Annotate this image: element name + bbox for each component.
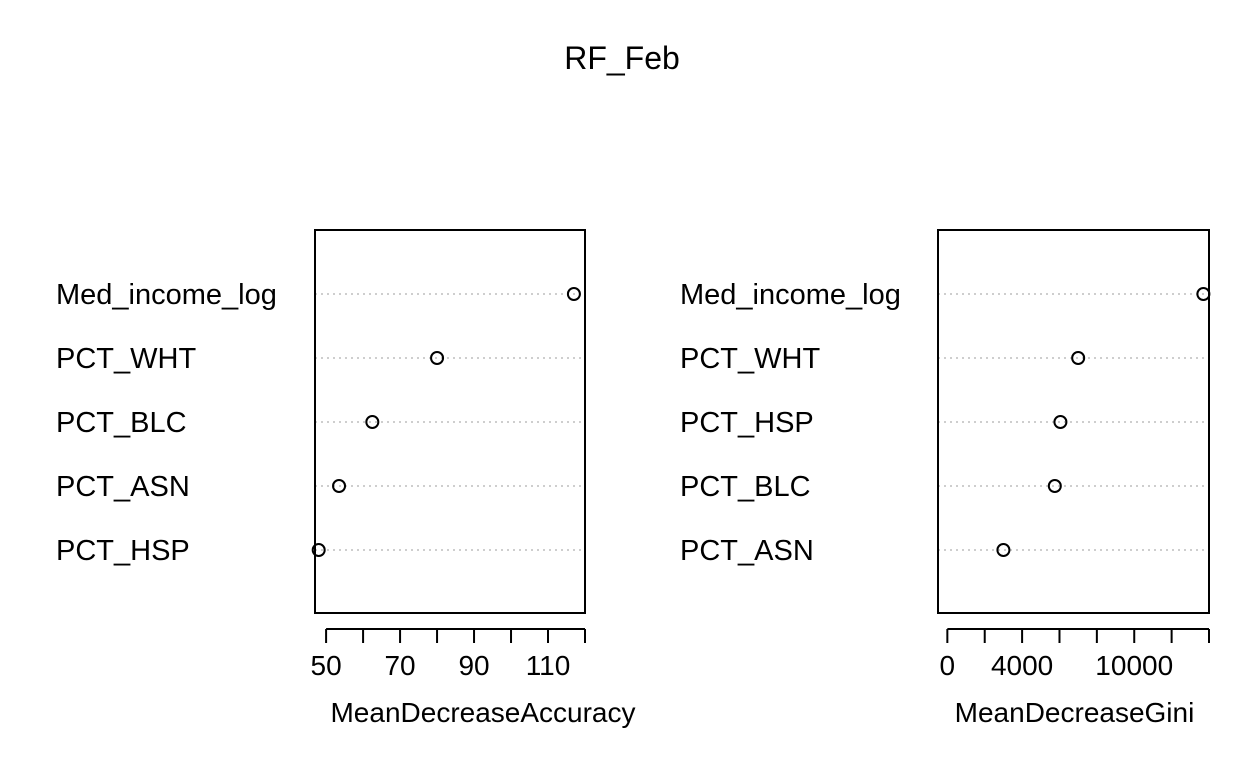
x-tick-label: 110 (526, 650, 571, 681)
category-label: PCT_BLC (56, 407, 187, 439)
x-tick-label: 10000 (1095, 650, 1173, 681)
category-label: PCT_ASN (680, 535, 814, 567)
x-tick-label: 4000 (991, 650, 1053, 681)
chart-title: RF_Feb (564, 40, 680, 76)
panel-2: Med_income_log PCT_WHT PCT_HSP PCT_BLC PCT_A… (680, 229, 1211, 728)
category-label: PCT_BLC (680, 471, 811, 503)
x-tick-label: 0 (940, 650, 956, 681)
panels: Med_income_log PCT_WHT PCT_BLC PCT_ASN PCT_H… (56, 229, 1211, 728)
panel-1: Med_income_log PCT_WHT PCT_BLC PCT_ASN PCT_H… (56, 229, 636, 728)
category-label: PCT_HSP (680, 407, 814, 439)
data-point (332, 479, 347, 493)
data-point (1071, 351, 1086, 365)
x-tick-label: 50 (311, 650, 342, 681)
plot-frame (937, 229, 1210, 614)
category-label: PCT_WHT (56, 343, 196, 375)
category-label: PCT_WHT (680, 343, 820, 375)
data-point (311, 543, 326, 557)
data-point (1053, 415, 1068, 429)
data-point (365, 415, 380, 429)
category-label: Med_income_log (56, 279, 277, 311)
data-point (566, 287, 581, 301)
data-point (1047, 479, 1062, 493)
x-axis-title: MeanDecreaseGini (955, 697, 1195, 728)
category-label: PCT_ASN (56, 471, 190, 503)
x-tick-label: 90 (458, 650, 489, 681)
data-point (996, 543, 1011, 557)
category-label: Med_income_log (680, 279, 901, 311)
data-point (430, 351, 445, 365)
category-label: PCT_HSP (56, 535, 190, 567)
plot-frame (314, 229, 586, 614)
x-tick-label: 70 (384, 650, 415, 681)
x-axis-title: MeanDecreaseAccuracy (330, 697, 635, 728)
